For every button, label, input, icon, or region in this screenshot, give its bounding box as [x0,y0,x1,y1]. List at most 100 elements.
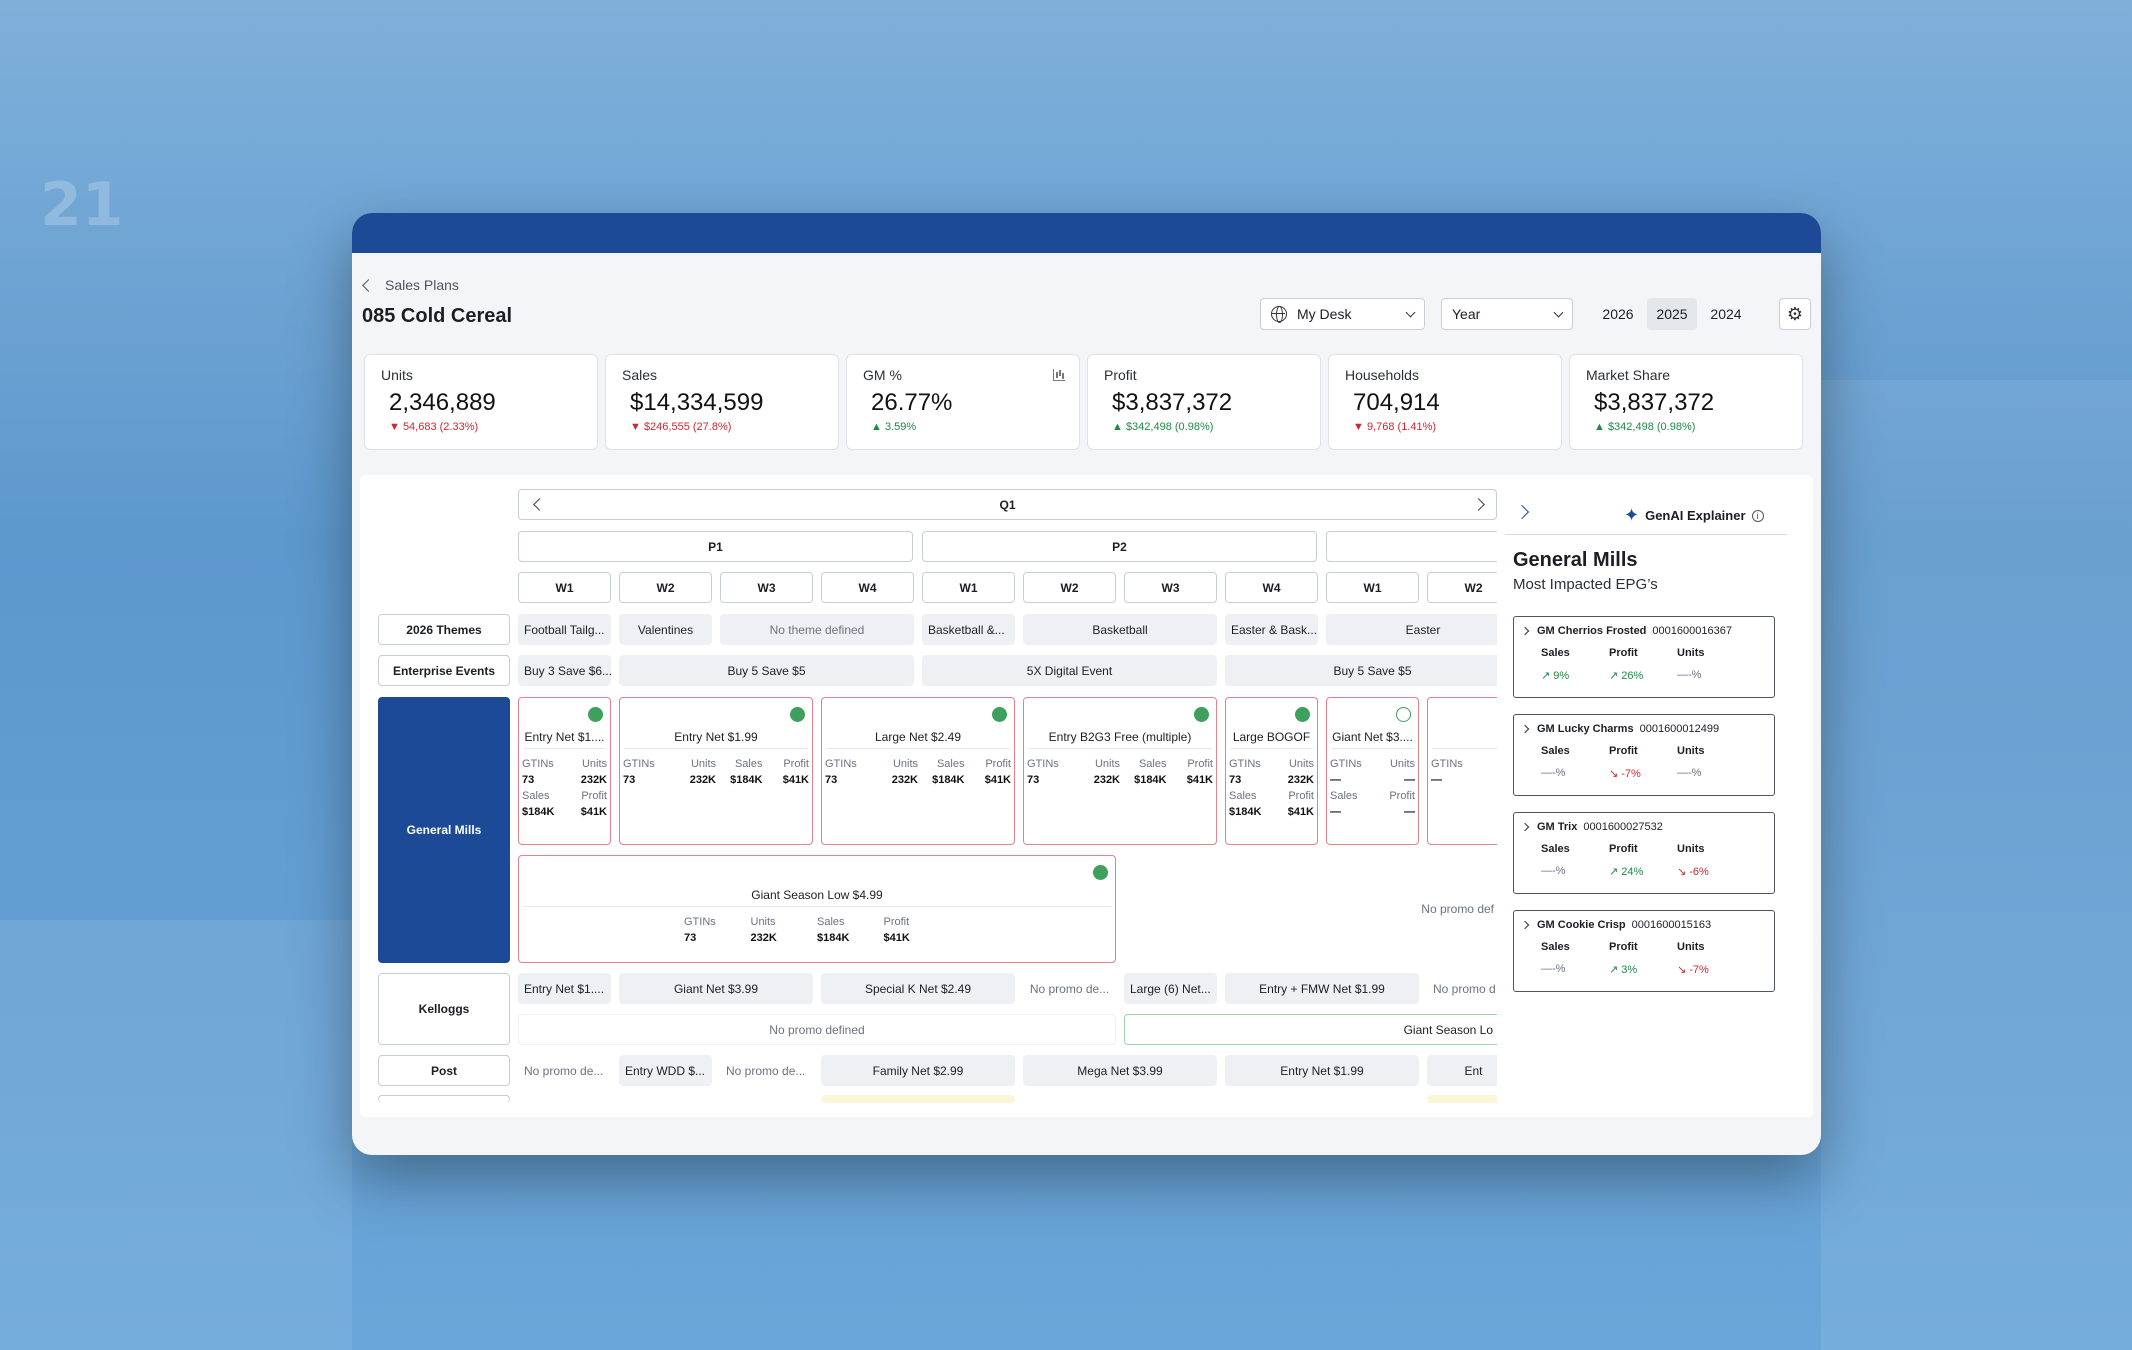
metric-label: GTINs [1229,758,1261,770]
epg-name: GM Lucky Charms [1537,723,1634,735]
metric-label: Units [581,758,607,770]
no-promo-cell[interactable]: No promo de... [1023,973,1116,1004]
metric-value: $41K [580,806,607,818]
week-header[interactable]: W1 [922,572,1015,603]
desk-select[interactable]: My Desk [1260,298,1425,330]
epg-name: GM Cookie Crisp [1537,919,1626,931]
chevron-down-icon [1553,307,1564,317]
promo-card[interactable]: Giant Net $3.... GTINs Units — — Sales P… [1326,697,1419,845]
theme-cell[interactable]: Basketball &... [922,614,1015,645]
breadcrumb-label[interactable]: Sales Plans [385,277,459,293]
epg-metrics: Sales Profit Units —-% ↘ -7% —-% [1541,745,1766,780]
metric-label [1474,758,1498,770]
metric-value: 232K [1287,774,1314,786]
period-header-p1[interactable]: P1 [518,531,913,562]
kpi-profit[interactable]: Profit $3,837,372 ▲ $342,498 (0.98%) [1087,354,1321,450]
explainer-title: ✦ GenAI Explainer i [1624,505,1764,526]
event-cell[interactable]: 5X Digital Event [922,655,1217,686]
no-promo-cell[interactable]: No promo d [1427,973,1497,1004]
theme-cell-empty[interactable]: No theme defined [720,614,914,645]
kpi-change: ▲ $342,498 (0.98%) [1594,421,1696,433]
metric-value: 232K [891,774,918,786]
kpi-households[interactable]: Households 704,914 ▼ 9,768 (1.41%) [1328,354,1562,450]
period-header-p3[interactable] [1326,531,1497,562]
row-label-general-mills[interactable]: General Mills [378,697,510,963]
year-2024[interactable]: 2024 [1710,306,1742,322]
epg-card[interactable]: GM Cherrios Frosted 0001600016367 Sales … [1513,616,1775,698]
promo-name: Ent [1432,730,1497,749]
promo-cell[interactable]: Special K Net $2.49 [821,973,1015,1004]
epg-card[interactable]: GM Cookie Crisp 0001600015163 Sales Prof… [1513,910,1775,992]
theme-cell[interactable]: Football Tailg... [518,614,611,645]
promo-cell[interactable]: Mega Net $3.99 [1023,1055,1217,1086]
no-promo-cell[interactable]: No promo def [1421,902,1494,916]
week-header[interactable]: W2 [1427,572,1497,603]
kpi-units[interactable]: Units 2,346,889 ▼ 54,683 (2.33%) [364,354,598,450]
metric-label: GTINs [522,758,554,770]
kpi-change: ▲ 3.59% [871,421,917,433]
week-header[interactable]: W3 [1124,572,1217,603]
kpi-sales[interactable]: Sales $14,334,599 ▼ $246,555 (27.8%) [605,354,839,450]
kpi-gm-percent[interactable]: GM % 26.77% ▲ 3.59% [846,354,1080,450]
week-header[interactable]: W1 [518,572,611,603]
week-header[interactable]: W2 [619,572,712,603]
period-select[interactable]: Year [1441,298,1573,330]
promo-cell[interactable]: Giant Net $3.99 [619,973,813,1004]
status-dot [1093,865,1108,880]
globe-icon [1271,306,1287,323]
epg-card[interactable]: GM Lucky Charms 0001600012499 Sales Prof… [1513,714,1775,796]
theme-cell[interactable]: Easter [1326,614,1497,645]
promo-card[interactable]: Entry B2G3 Free (multiple) GTINs Units S… [1023,697,1217,845]
year-2025[interactable]: 2025 [1647,298,1697,330]
metric-label: GTINs [1431,758,1463,770]
week-header[interactable]: W4 [821,572,914,603]
promo-cell[interactable]: Large (6) Net... [1124,973,1217,1004]
row-label-kelloggs[interactable]: Kelloggs [378,973,510,1045]
row-label-post[interactable]: Post [378,1055,510,1086]
epg-col-profit: Profit [1609,745,1638,757]
week-header[interactable]: W1 [1326,572,1419,603]
kpi-label: Units [381,367,413,383]
quarter-label: Q1 [999,497,1016,512]
epg-code: 0001600012499 [1639,723,1720,735]
no-promo-cell[interactable]: No promo de... [518,1055,611,1086]
event-cell[interactable]: Buy 3 Save $6... [518,655,611,686]
bar-chart-icon[interactable] [1053,369,1065,381]
week-header[interactable]: W4 [1225,572,1318,603]
promo-cell[interactable]: Giant Season Lo [1124,1014,1497,1045]
week-header[interactable]: W2 [1023,572,1116,603]
event-cell[interactable]: Buy 5 Save $5 [1225,655,1497,686]
promo-metrics: GTINs Units Sales Profit 73 232K $184K $… [684,916,950,944]
epg-card[interactable]: GM Trix 0001600027532 Sales Profit Units… [1513,812,1775,894]
chevron-right-icon[interactable] [1514,504,1530,520]
promo-cell[interactable]: Entry Net $1.... [518,973,611,1004]
promo-card[interactable]: Ent GTINs — [1427,697,1497,845]
promo-card[interactable]: Large Net $2.49 GTINs Units Sales Profit… [821,697,1015,845]
breadcrumb[interactable]: Sales Plans [362,277,459,293]
theme-cell[interactable]: Valentines [619,614,712,645]
epg-code: 0001600016367 [1652,625,1732,637]
promo-card[interactable]: Large BOGOF GTINs Units 73 232K Sales Pr… [1225,697,1318,845]
event-cell[interactable]: Buy 5 Save $5 [619,655,914,686]
epg-code: 0001600027532 [1583,821,1663,833]
promo-cell[interactable]: Family Net $2.99 [821,1055,1015,1086]
theme-cell[interactable]: Easter & Bask... [1225,614,1318,645]
promo-cell[interactable]: Entry Net $1.99 [1225,1055,1419,1086]
promo-cell[interactable]: Entry + FMW Net $1.99 [1225,973,1419,1004]
period-header-p2[interactable]: P2 [922,531,1317,562]
year-2026[interactable]: 2026 [1602,306,1634,322]
no-promo-cell[interactable]: No promo defined [518,1014,1116,1045]
no-promo-cell[interactable]: No promo de... [720,1055,813,1086]
settings-button[interactable]: ⚙ [1779,298,1811,330]
promo-card[interactable]: Entry Net $1.... GTINs Units 73 232K Sal… [518,697,611,845]
metric-label: GTINs [1330,758,1362,770]
metric-label: GTINs [684,916,716,928]
kpi-market-share[interactable]: Market Share $3,837,372 ▲ $342,498 (0.98… [1569,354,1803,450]
promo-card[interactable]: Entry Net $1.99 GTINs Units Sales Profit… [619,697,813,845]
theme-cell[interactable]: Basketball [1023,614,1217,645]
promo-cell[interactable]: Entry WDD $... [619,1055,712,1086]
promo-cell[interactable]: Ent [1427,1055,1497,1086]
week-header[interactable]: W3 [720,572,813,603]
promo-card[interactable]: Giant Season Low $4.99 GTINs Units Sales… [518,855,1116,963]
info-icon[interactable]: i [1751,509,1764,522]
